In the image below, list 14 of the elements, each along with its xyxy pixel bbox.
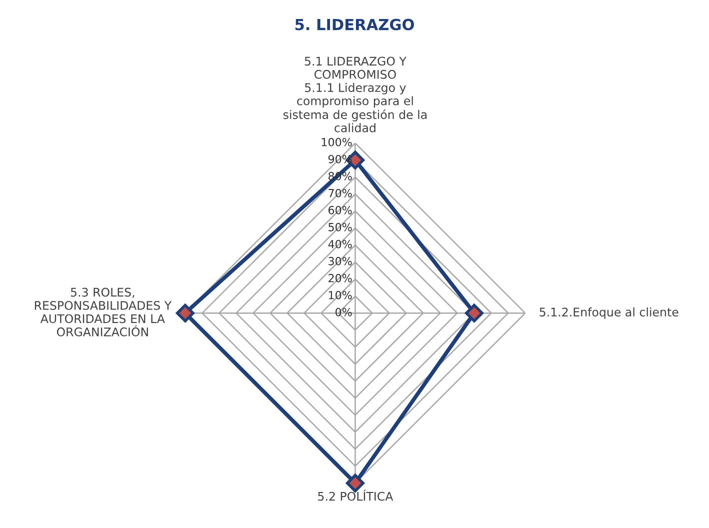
y-tick-label: 50% [328, 222, 352, 232]
y-tick-label: 30% [328, 256, 352, 266]
spoke-label: 5.3 ROLES, RESPONSABILIDADES Y AUTORIDADES EN LA ORGANIZACIÓN [34, 288, 172, 336]
y-tick-label: 0% [336, 308, 352, 316]
y-tick-label: 10% [328, 290, 352, 300]
y-tick-label: 40% [328, 240, 352, 248]
y-tick-label: 70% [328, 188, 352, 198]
spoke-label: 5.1.2.Enfoque al cliente [540, 307, 678, 319]
spoke-label: 5.1 LIDERAZGO Y COMPROMISO 5.1.1 Liderazgo y compromiso para el sistema de gestión de la calidad [283, 56, 427, 132]
chart-title: 5. LIDERAZGO [295, 18, 414, 30]
y-tick-label: 60% [328, 206, 352, 214]
y-tick-label: 100% [322, 138, 352, 146]
y-tick-label: 20% [328, 274, 352, 282]
spoke-label: 5.2 POLÍTICA [318, 490, 394, 501]
